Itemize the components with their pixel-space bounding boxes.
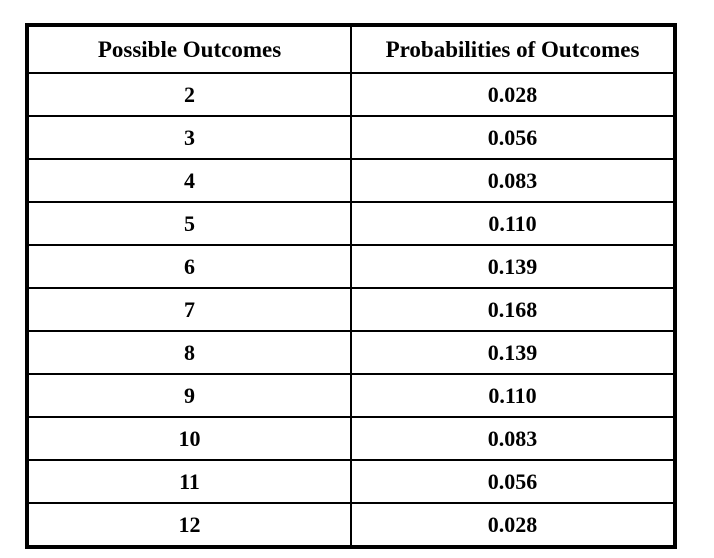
probability-cell: 0.028 <box>350 502 676 548</box>
outcome-cell: 4 <box>26 158 352 203</box>
table-row: 2 0.028 <box>26 72 676 117</box>
outcome-cell: 3 <box>26 115 352 160</box>
table-row: 11 0.056 <box>26 459 676 504</box>
probability-cell: 0.110 <box>350 201 676 246</box>
table-row: 10 0.083 <box>26 416 676 461</box>
table-row: 4 0.083 <box>26 158 676 203</box>
probability-table: Possible Outcomes Probabilities of Outco… <box>25 23 677 549</box>
header-row: Possible Outcomes Probabilities of Outco… <box>26 24 676 74</box>
table-body: 2 0.028 3 0.056 4 0.083 5 0.110 6 0.139 … <box>26 72 676 548</box>
outcome-cell: 9 <box>26 373 352 418</box>
outcome-cell: 5 <box>26 201 352 246</box>
column-header-possible-outcomes: Possible Outcomes <box>26 24 352 74</box>
probability-table-container: Possible Outcomes Probabilities of Outco… <box>25 23 677 549</box>
table-row: 5 0.110 <box>26 201 676 246</box>
table-header: Possible Outcomes Probabilities of Outco… <box>26 24 676 74</box>
probability-cell: 0.168 <box>350 287 676 332</box>
probability-cell: 0.056 <box>350 459 676 504</box>
probability-cell: 0.056 <box>350 115 676 160</box>
table-row: 3 0.056 <box>26 115 676 160</box>
outcome-cell: 6 <box>26 244 352 289</box>
table-row: 12 0.028 <box>26 502 676 548</box>
outcome-cell: 12 <box>26 502 352 548</box>
outcome-cell: 2 <box>26 72 352 117</box>
table-row: 9 0.110 <box>26 373 676 418</box>
outcome-cell: 8 <box>26 330 352 375</box>
probability-cell: 0.083 <box>350 158 676 203</box>
outcome-cell: 7 <box>26 287 352 332</box>
outcome-cell: 11 <box>26 459 352 504</box>
column-header-probabilities: Probabilities of Outcomes <box>350 24 676 74</box>
probability-cell: 0.139 <box>350 244 676 289</box>
probability-cell: 0.083 <box>350 416 676 461</box>
probability-cell: 0.139 <box>350 330 676 375</box>
probability-cell: 0.028 <box>350 72 676 117</box>
probability-cell: 0.110 <box>350 373 676 418</box>
table-row: 8 0.139 <box>26 330 676 375</box>
outcome-cell: 10 <box>26 416 352 461</box>
table-row: 6 0.139 <box>26 244 676 289</box>
table-row: 7 0.168 <box>26 287 676 332</box>
